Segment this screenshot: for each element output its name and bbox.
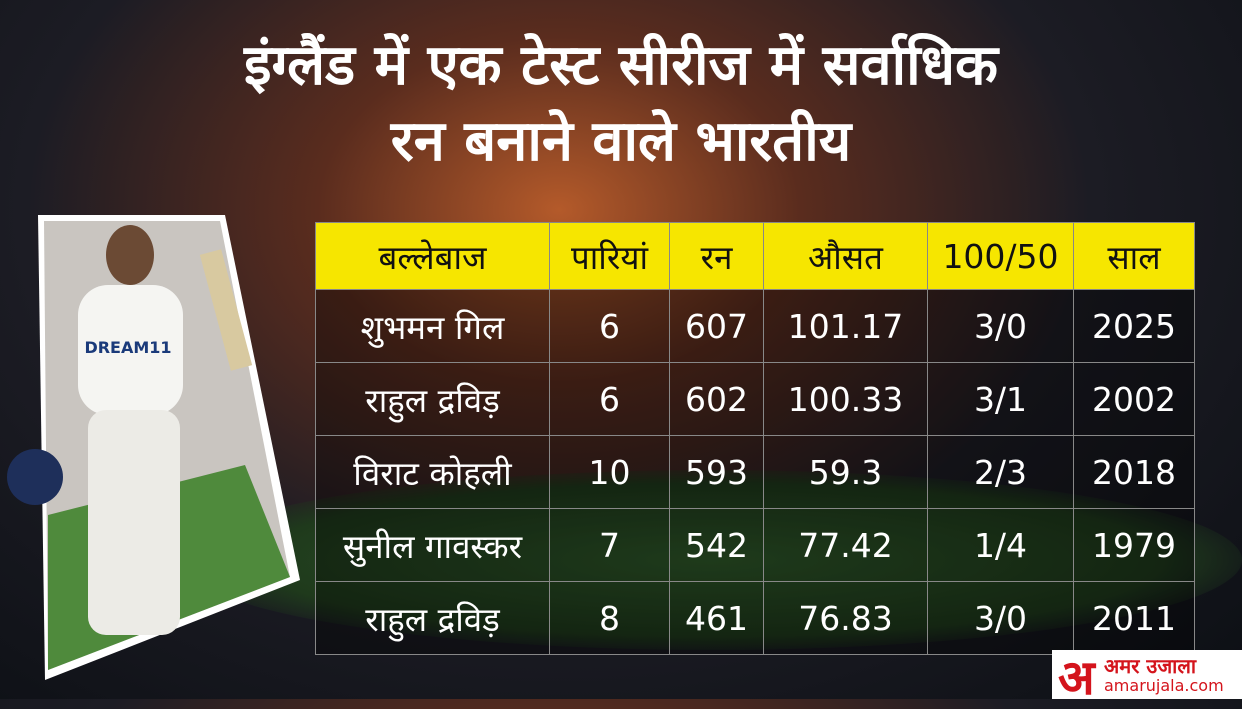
column-header: 100/50	[927, 222, 1074, 290]
logo-name: अमर उजाला	[1104, 654, 1197, 678]
logo: अ अमर उजाला amarujala.com	[1052, 650, 1242, 706]
table-cell: 6	[549, 289, 670, 363]
table-cell: 2011	[1073, 581, 1195, 655]
table-cell: सुनील गावस्कर	[315, 508, 550, 582]
title-line: रन बनाने वाले भारतीय	[390, 109, 852, 174]
table-row: सुनील गावस्कर 7 542 77.42 1/4 1979	[315, 508, 1195, 582]
player-photo: DREAM11	[7, 215, 300, 680]
table-row: राहुल द्रविड़ 6 602 100.33 3/1 2002	[315, 362, 1195, 436]
title-line: इंग्लैंड में एक टेस्ट सीरीज में सर्वाधिक	[243, 33, 999, 98]
table-cell: 3/0	[927, 289, 1074, 363]
column-header: बल्लेबाज	[315, 222, 550, 290]
table-cell: राहुल द्रविड़	[315, 581, 550, 655]
table-cell: 3/0	[927, 581, 1074, 655]
column-header: साल	[1073, 222, 1195, 290]
table-cell: 607	[669, 289, 764, 363]
table-cell: 2025	[1073, 289, 1195, 363]
logo-mark: अ	[1058, 650, 1095, 706]
table-cell: 602	[669, 362, 764, 436]
table-cell: 77.42	[763, 508, 928, 582]
column-header: औसत	[763, 222, 928, 290]
table-cell: राहुल द्रविड़	[315, 362, 550, 436]
logo-site: amarujala.com	[1104, 676, 1224, 695]
table-body: शुभमन गिल 6 607 101.17 3/0 2025 राहुल द्रविड़ 6…	[315, 289, 1195, 655]
header-row: बल्लेबाज पारियां रन औसत 100/50 साल	[315, 222, 1195, 290]
table-row: राहुल द्रविड़ 8 461 76.83 3/0 2011	[315, 581, 1195, 655]
table-cell: 76.83	[763, 581, 928, 655]
stats-table: बल्लेबाज पारियां रन औसत 100/50 साल शुभमन गिल 6…	[315, 222, 1195, 655]
table-cell: 3/1	[927, 362, 1074, 436]
table-cell: शुभमन गिल	[315, 289, 550, 363]
title: इंग्लैंड में एक टेस्ट सीरीज में सर्वाधिक…	[0, 28, 1242, 180]
table-cell: 2/3	[927, 435, 1074, 509]
table-cell: 101.17	[763, 289, 928, 363]
column-header: पारियां	[549, 222, 670, 290]
column-header: रन	[669, 222, 764, 290]
table-cell: 8	[549, 581, 670, 655]
table-cell: 100.33	[763, 362, 928, 436]
table-cell: 10	[549, 435, 670, 509]
table-cell: 2018	[1073, 435, 1195, 509]
table-cell: 542	[669, 508, 764, 582]
svg-text:DREAM11: DREAM11	[84, 338, 171, 357]
table-row: शुभमन गिल 6 607 101.17 3/0 2025	[315, 289, 1195, 363]
table-cell: विराट कोहली	[315, 435, 550, 509]
table-cell: 461	[669, 581, 764, 655]
table-cell: 6	[549, 362, 670, 436]
table-cell: 59.3	[763, 435, 928, 509]
table-cell: 7	[549, 508, 670, 582]
table-row: विराट कोहली 10 593 59.3 2/3 2018	[315, 435, 1195, 509]
table-cell: 1/4	[927, 508, 1074, 582]
table-cell: 2002	[1073, 362, 1195, 436]
table-cell: 1979	[1073, 508, 1195, 582]
table-cell: 593	[669, 435, 764, 509]
